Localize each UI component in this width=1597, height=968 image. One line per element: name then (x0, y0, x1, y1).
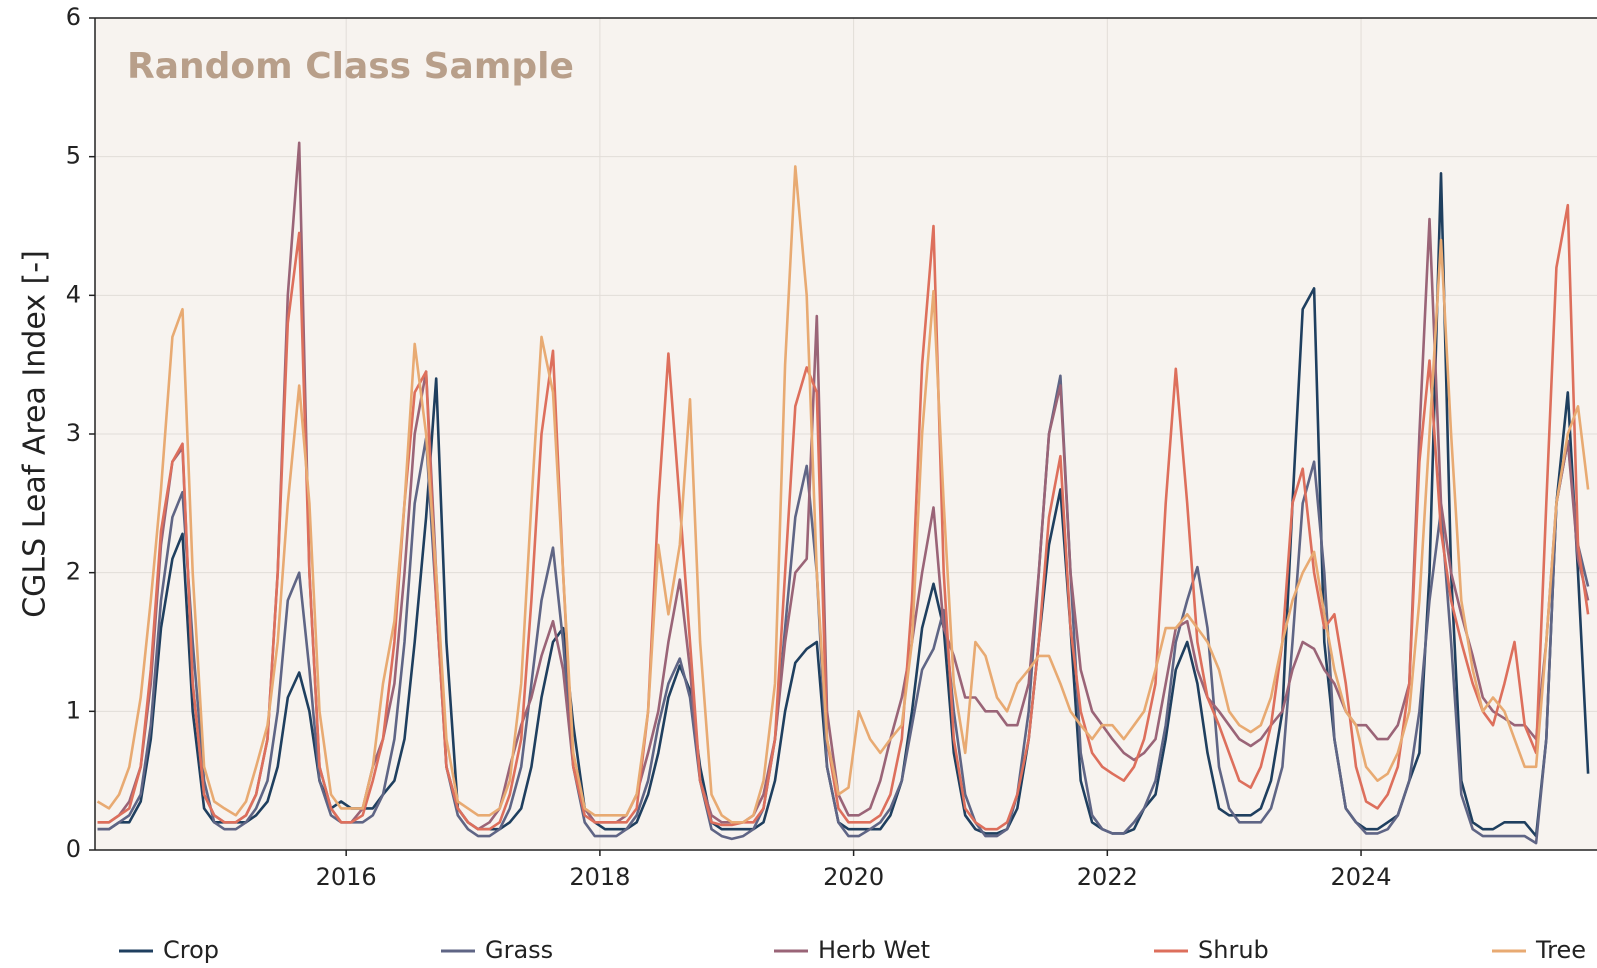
y-tick-label: 0 (66, 835, 81, 863)
legend-item: Shrub (1154, 936, 1269, 964)
y-tick-label: 3 (66, 419, 81, 447)
x-tick-label: 2020 (823, 863, 884, 891)
x-tick-label: 2016 (316, 863, 377, 891)
legend-item: Grass (441, 936, 553, 964)
legend-label: Tree (1535, 936, 1586, 964)
y-tick-label: 4 (66, 280, 81, 308)
legend-label: Shrub (1198, 936, 1269, 964)
y-tick-label: 1 (66, 696, 81, 724)
y-tick-label: 5 (66, 142, 81, 170)
chart-title: Random Class Sample (127, 46, 574, 87)
grid (95, 17, 1597, 851)
y-tick-label: 6 (66, 3, 81, 31)
y-axis-label: CGLS Leaf Area Index [-] (18, 250, 53, 618)
legend-item: Tree (1492, 936, 1586, 964)
legend-item: Herb Wet (774, 936, 930, 964)
x-tick-label: 2022 (1077, 863, 1138, 891)
legend-label: Herb Wet (818, 936, 930, 964)
series-line (97, 203, 1590, 831)
legend-label: Crop (163, 936, 219, 964)
x-tick-label: 2024 (1331, 863, 1392, 891)
y-tick-label: 2 (66, 558, 81, 586)
series-line (96, 165, 1590, 824)
lines (96, 141, 1590, 845)
legend-item: Crop (119, 936, 219, 964)
x-tick-label: 2018 (569, 863, 630, 891)
legend-label: Grass (485, 936, 553, 964)
